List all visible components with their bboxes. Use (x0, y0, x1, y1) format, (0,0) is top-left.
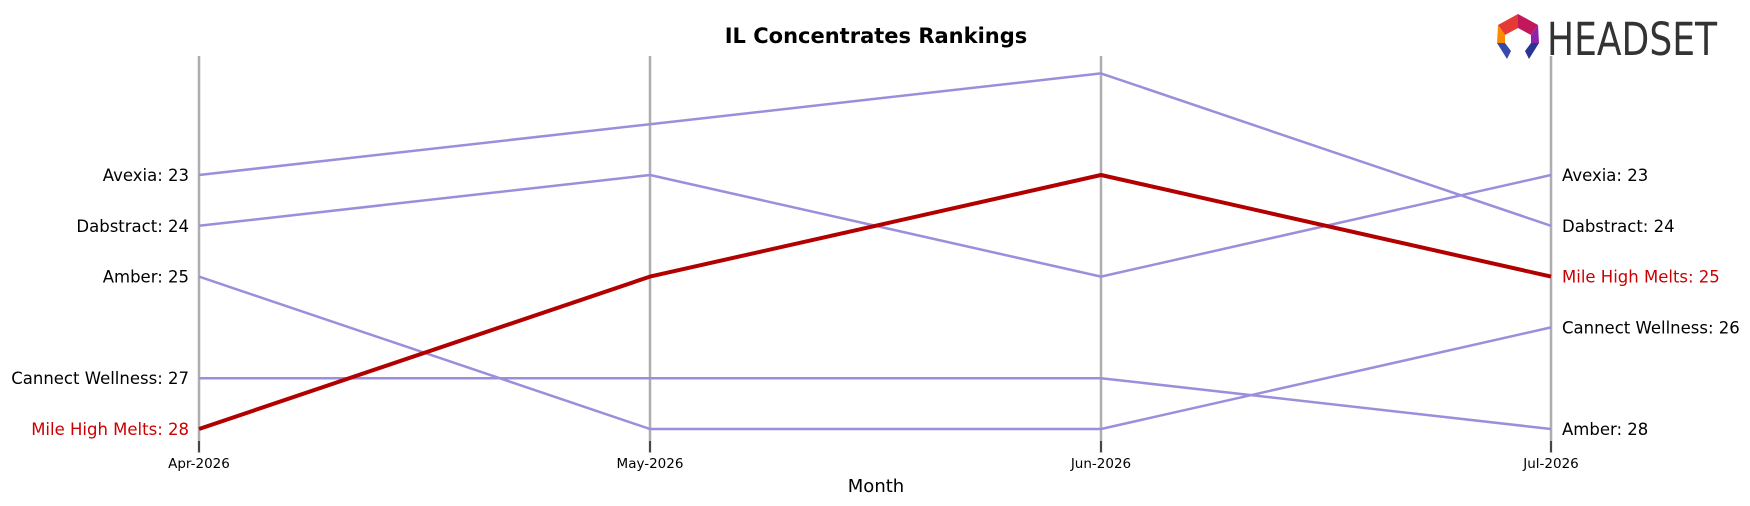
right-rank-labels: Avexia: 23 Dabstract: 24 Mile High Melts: … (1562, 166, 1740, 439)
x-tick-label-2: Jun-2026 (1070, 456, 1131, 472)
left-rank-labels: Avexia: 23 Dabstract: 24 Amber: 25 Cannect … (11, 166, 189, 439)
chart-title: IL Concentrates Rankings (725, 24, 1028, 48)
right-label-3: Cannect Wellness: 26 (1562, 318, 1740, 337)
right-label-1: Dabstract: 24 (1562, 217, 1675, 236)
series-lines (198, 72, 1552, 431)
series-line-cannect-wellness (199, 376, 1552, 431)
series-line-avexia (198, 72, 1552, 227)
right-label-4: Amber: 28 (1562, 420, 1648, 439)
right-label-0: Avexia: 23 (1562, 166, 1648, 185)
headset-logo-icon (1497, 14, 1539, 59)
x-tick-label-1: May-2026 (617, 456, 684, 472)
headset-logo-text: HEADSET (1547, 13, 1717, 66)
left-label-3: Cannect Wellness: 27 (11, 369, 189, 388)
x-axis-label: Month (848, 476, 904, 497)
x-tick-labels: Apr-2026 May-2026 Jun-2026 Jul-2026 (168, 441, 1579, 472)
series-line-mile-high-melts (198, 173, 1552, 431)
x-tick-label-0: Apr-2026 (168, 456, 230, 472)
vertical-gridlines (197, 56, 1553, 453)
headset-logo: HEADSET (1497, 13, 1717, 66)
left-label-0: Avexia: 23 (103, 166, 189, 185)
left-label-1: Dabstract: 24 (76, 217, 189, 236)
left-label-2: Amber: 25 (103, 268, 189, 287)
right-label-2: Mile High Melts: 25 (1562, 268, 1720, 287)
left-label-4: Mile High Melts: 28 (31, 420, 189, 439)
x-tick-label-3: Jul-2026 (1522, 456, 1579, 472)
